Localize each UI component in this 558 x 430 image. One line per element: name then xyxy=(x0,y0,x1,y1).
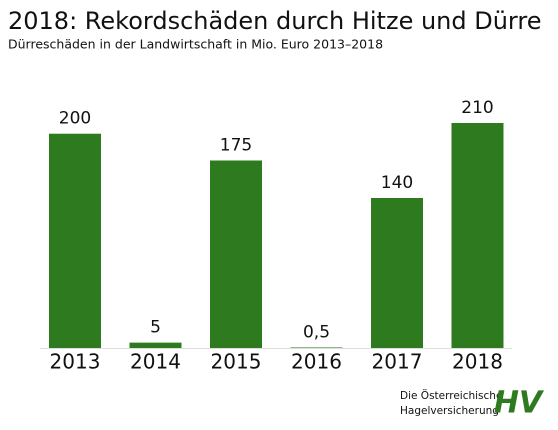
value-label: 5 xyxy=(150,318,161,338)
logo-mark: HV xyxy=(494,386,545,421)
value-label: 175 xyxy=(220,136,252,156)
x-tick-label: 2015 xyxy=(211,350,262,374)
x-tick-label: 2014 xyxy=(130,350,181,374)
value-label: 210 xyxy=(461,98,493,118)
chart-subtitle: Dürreschäden in der Landwirtschaft in Mi… xyxy=(8,37,383,52)
logo-text: Hagelversicherung xyxy=(400,405,499,417)
bar xyxy=(451,123,504,348)
value-label: 0,5 xyxy=(303,322,330,342)
x-tick-label: 2018 xyxy=(452,350,503,374)
x-tick-label: 2013 xyxy=(50,350,101,374)
value-label: 200 xyxy=(59,109,91,129)
bar xyxy=(371,198,423,348)
bar xyxy=(49,133,101,348)
chart-title: 2018: Rekordschäden durch Hitze und Dürr… xyxy=(8,7,541,35)
value-label: 140 xyxy=(381,173,413,193)
x-tick-label: 2016 xyxy=(291,350,342,374)
x-tick-label: 2017 xyxy=(372,350,423,374)
bar xyxy=(290,347,343,348)
bar xyxy=(210,160,262,348)
bar xyxy=(129,342,182,348)
logo-text: Die Österreichische xyxy=(400,389,502,402)
